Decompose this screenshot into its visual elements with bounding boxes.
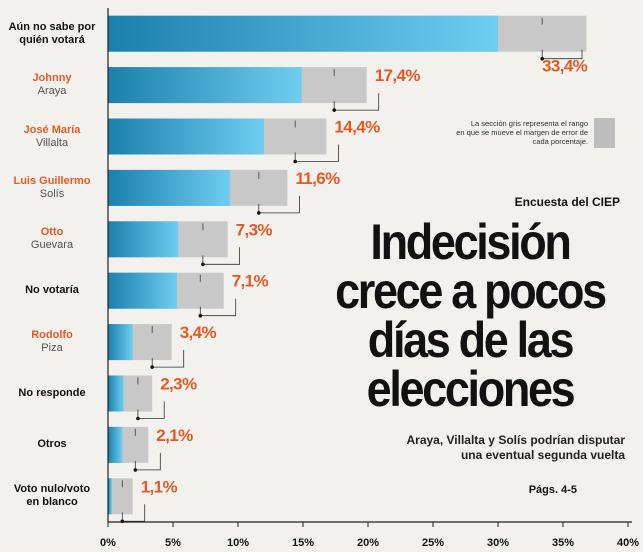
category-subname: Guevara	[30, 239, 74, 252]
category-name: Luis Guillermo	[13, 174, 91, 187]
category-label: Otros	[0, 438, 104, 451]
headline: Indecisión crece a pocos días de las ele…	[317, 214, 623, 417]
value-marker	[133, 468, 138, 472]
bar	[108, 426, 123, 463]
value-label: 11,6%	[295, 169, 340, 188]
page-reference: Págs. 4-5	[528, 484, 577, 496]
value-label: 7,1%	[232, 272, 269, 291]
label-bracket	[199, 298, 237, 317]
value-label: 17,4%	[375, 66, 421, 85]
category-name: José María	[23, 123, 81, 136]
label-bracket	[258, 195, 300, 214]
label-bracket	[137, 401, 165, 419]
bar	[108, 15, 498, 52]
value-marker	[150, 365, 154, 369]
category-label: Voto nulo/voto en blanco	[0, 483, 104, 509]
bar	[108, 67, 302, 104]
category-subname: Araya	[37, 85, 67, 98]
label-bracket	[541, 49, 583, 60]
category-subname: Piza	[41, 342, 63, 355]
category-label: Luis Guillermo Solís	[0, 175, 104, 201]
value-label: 2,3%	[160, 375, 197, 394]
x-tick-label: 20%	[357, 537, 379, 549]
value-label: 14,4%	[334, 118, 380, 137]
value-label: 3,4%	[180, 323, 217, 342]
category-label: No responde	[0, 387, 104, 400]
value-marker	[293, 159, 298, 164]
legend-note-line: en que se mueve el margen de error de	[456, 128, 588, 137]
value-label: 2,1%	[156, 426, 193, 445]
category-name: Aún no sabe por	[8, 20, 96, 33]
headline-line: elecciones	[366, 361, 576, 417]
category-label: Aún no sabe por quién votará	[0, 21, 104, 47]
category-label: Rodolfo Piza	[0, 329, 104, 355]
bar	[108, 375, 124, 412]
category-label: Otto Guevara	[0, 226, 104, 252]
value-marker	[257, 211, 261, 215]
category-name: No votaría	[25, 283, 79, 296]
category-subname: quién votará	[19, 33, 85, 46]
bar	[108, 324, 133, 361]
x-tick-label: 30%	[487, 537, 509, 549]
value-marker	[201, 262, 205, 267]
category-name: Otros	[37, 437, 67, 450]
x-tick-label: 40%	[617, 537, 639, 549]
legend-note-line: La sección gris representa el rango	[470, 119, 588, 128]
x-tick-label: 15%	[292, 537, 314, 549]
label-bracket	[294, 144, 339, 162]
category-label: José María Villalta	[0, 124, 104, 150]
category-name: Otto	[40, 226, 64, 239]
label-bracket	[333, 93, 380, 111]
value-label: 1,1%	[141, 477, 178, 496]
label-bracket	[202, 247, 241, 265]
value-marker	[540, 56, 544, 61]
value-label: 7,3%	[236, 220, 273, 239]
label-bracket	[134, 452, 161, 471]
value-marker	[198, 313, 203, 318]
x-tick-label: 5%	[165, 537, 181, 549]
category-subname: Solís	[39, 187, 65, 200]
label-bracket	[121, 504, 146, 522]
subtitle-line: una eventual segunda vuelta	[460, 448, 625, 462]
legend-swatch	[594, 118, 615, 148]
x-tick-label: 10%	[227, 537, 249, 549]
value-marker	[332, 108, 337, 112]
category-name: Voto nulo/voto	[13, 483, 91, 496]
legend-note: La sección gris representa el rango en q…	[428, 119, 588, 146]
headline-line: Indecisión	[370, 214, 571, 270]
category-name: Johnny	[32, 72, 72, 85]
subtitle-line: Araya, Villalta y Solís podrían disputar	[406, 433, 625, 447]
category-subname: Villalta	[35, 136, 69, 149]
headline-line: días de las	[367, 312, 575, 368]
bar	[108, 272, 177, 309]
legend-note-line: cada porcentaje.	[532, 137, 588, 146]
x-tick-label: 0%	[100, 537, 116, 549]
value-label: 33,4%	[542, 57, 588, 76]
category-label: Johnny Araya	[0, 72, 104, 98]
subtitle: Araya, Villalta y Solís podrían disputar…	[390, 433, 625, 463]
category-name: Rodolfo	[31, 329, 73, 342]
x-tick-label: 25%	[422, 537, 444, 549]
bar	[108, 478, 112, 515]
error-range	[108, 478, 133, 515]
category-subname: en blanco	[26, 496, 78, 509]
label-bracket	[151, 350, 185, 368]
bar	[108, 169, 231, 206]
category-label: No votaría	[0, 284, 104, 297]
bar	[108, 221, 179, 258]
chart-source: Encuesta del CIEP	[514, 195, 620, 209]
headline-line: crece a pocos	[335, 263, 607, 319]
bar	[108, 118, 264, 155]
category-name: No responde	[18, 386, 86, 399]
value-marker	[136, 416, 140, 421]
x-tick-label: 35%	[552, 537, 574, 549]
